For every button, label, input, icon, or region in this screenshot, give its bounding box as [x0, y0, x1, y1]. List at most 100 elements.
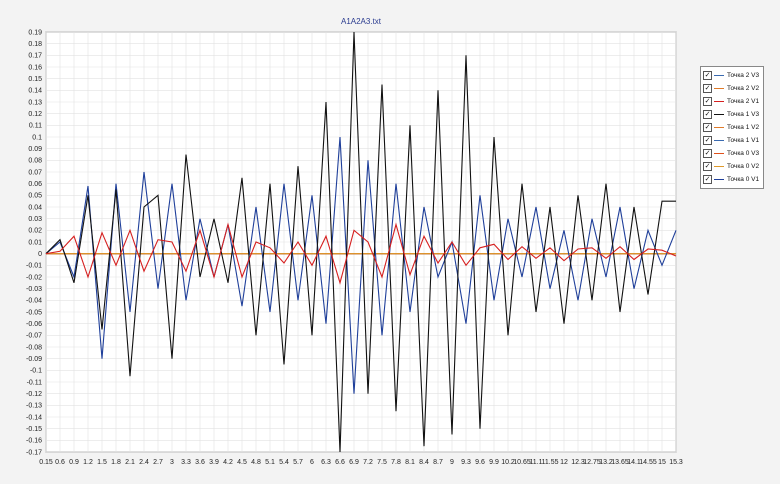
x-tick-label: 10.65 — [513, 459, 531, 466]
legend-swatch — [714, 166, 724, 167]
legend-label: Точка 2 V3 — [727, 72, 760, 79]
y-tick-label: 0.14 — [28, 88, 42, 95]
grid — [45, 31, 677, 453]
legend-item[interactable]: ✓ Точка 2 V2 — [703, 82, 761, 95]
legend-swatch — [714, 127, 724, 128]
legend-label: Точка 1 V3 — [727, 111, 760, 118]
legend-swatch — [714, 179, 724, 180]
legend-item[interactable]: ✓ Точка 0 V3 — [703, 147, 761, 160]
legend-label: Точка 1 V1 — [727, 137, 760, 144]
y-tick-label: -0.02 — [26, 274, 42, 281]
legend-item[interactable]: ✓ Точка 0 V1 — [703, 173, 761, 186]
x-tick-label: 13.2 — [599, 459, 613, 466]
legend-swatch — [714, 114, 724, 115]
x-tick-label: 6.9 — [349, 459, 359, 466]
y-tick-label: -0.05 — [26, 309, 42, 316]
legend-label: Точка 0 V1 — [727, 176, 760, 183]
legend-checkbox[interactable]: ✓ — [703, 136, 712, 145]
legend-checkbox[interactable]: ✓ — [703, 71, 712, 80]
legend-item[interactable]: ✓ Точка 1 V2 — [703, 121, 761, 134]
legend-checkbox[interactable]: ✓ — [703, 110, 712, 119]
legend-checkbox[interactable]: ✓ — [703, 175, 712, 184]
y-tick-label: 0.1 — [32, 134, 42, 141]
legend-swatch — [714, 153, 724, 154]
x-tick-label: 2.1 — [125, 459, 135, 466]
legend-label: Точка 1 V2 — [727, 124, 760, 131]
y-tick-label: -0.07 — [26, 333, 42, 340]
legend-swatch — [714, 75, 724, 76]
legend-swatch — [714, 140, 724, 141]
x-tick-label: 8.1 — [405, 459, 415, 466]
x-tick-label: 3.6 — [195, 459, 205, 466]
x-tick-label: 8.7 — [433, 459, 443, 466]
x-tick-label: 5.4 — [279, 459, 289, 466]
x-tick-label: 3.9 — [209, 459, 219, 466]
legend-item[interactable]: ✓ Точка 2 V1 — [703, 95, 761, 108]
y-tick-label: -0.09 — [26, 356, 42, 363]
x-tick-label: 1.5 — [97, 459, 107, 466]
series-line-8 — [45, 136, 677, 394]
y-tick-label: 0.09 — [28, 146, 42, 153]
x-tick-label: 9.6 — [475, 459, 485, 466]
x-tick-label: 2.4 — [139, 459, 149, 466]
legend-item[interactable]: ✓ Точка 1 V1 — [703, 134, 761, 147]
legend-label: Точка 0 V2 — [727, 163, 760, 170]
y-tick-label: -0.13 — [26, 403, 42, 410]
y-tick-label: -0.1 — [30, 368, 42, 375]
legend-checkbox[interactable]: ✓ — [703, 123, 712, 132]
x-tick-label: 6.6 — [335, 459, 345, 466]
y-tick-label: -0.14 — [26, 414, 42, 421]
x-tick-label: 15.3 — [669, 459, 683, 466]
x-tick-label: 12.3 — [571, 459, 585, 466]
x-tick-label: 8.4 — [419, 459, 429, 466]
x-axis: 0.15 0.6 0.9 1.2 1.5 1.8 2.1 2.4 2.7 3 3.3 3.6 3.9 4.… — [39, 459, 683, 466]
y-tick-label: 0 — [38, 251, 42, 258]
x-tick-label: 13.65 — [611, 459, 629, 466]
x-tick-label: 10.2 — [501, 459, 515, 466]
x-tick-label: 5.7 — [293, 459, 303, 466]
y-tick-label: 0.07 — [28, 169, 42, 176]
y-tick-label: -0.03 — [26, 286, 42, 293]
y-tick-label: 0.06 — [28, 181, 42, 188]
x-tick-label: 3 — [170, 459, 174, 466]
x-tick-label: 14.55 — [639, 459, 657, 466]
x-tick-label: 9.3 — [461, 459, 471, 466]
legend-item[interactable]: ✓ Точка 0 V2 — [703, 160, 761, 173]
y-axis: 0.19 0.18 0.17 0.16 0.15 0.14 0.13 0.12 0.11 0.1 0… — [26, 29, 42, 456]
y-tick-label: 0.04 — [28, 204, 42, 211]
chart-title: A1A2A3.txt — [341, 17, 382, 26]
series-line-2 — [45, 222, 677, 285]
y-tick-label: -0.15 — [26, 426, 42, 433]
x-tick-label: 12.75 — [583, 459, 601, 466]
legend-checkbox[interactable]: ✓ — [703, 162, 712, 171]
y-tick-label: 0.05 — [28, 193, 42, 200]
legend-label: Точка 2 V1 — [727, 98, 760, 105]
x-tick-label: 4.8 — [251, 459, 261, 466]
y-tick-label: 0.18 — [28, 41, 42, 48]
legend-checkbox[interactable]: ✓ — [703, 97, 712, 106]
y-tick-label: 0.01 — [28, 239, 42, 246]
legend-checkbox[interactable]: ✓ — [703, 149, 712, 158]
x-tick-label: 0.9 — [69, 459, 79, 466]
series-line-3 — [45, 31, 676, 453]
y-tick-label: -0.17 — [26, 449, 42, 456]
x-tick-label: 4.5 — [237, 459, 247, 466]
y-tick-label: 0.11 — [29, 123, 42, 130]
y-tick-label: 0.12 — [28, 111, 42, 118]
x-tick-label: 1.8 — [111, 459, 121, 466]
legend-item[interactable]: ✓ Точка 2 V3 — [703, 69, 761, 82]
x-tick-label: 0.15 — [39, 459, 53, 466]
series-group — [45, 31, 677, 453]
x-tick-label: 3.3 — [181, 459, 191, 466]
x-tick-label: 5.1 — [265, 459, 275, 466]
legend-label: Точка 2 V2 — [727, 85, 760, 92]
legend-checkbox[interactable]: ✓ — [703, 84, 712, 93]
x-tick-label: 7.5 — [377, 459, 387, 466]
y-tick-label: -0.04 — [26, 298, 42, 305]
legend: ✓ Точка 2 V3 ✓ Точка 2 V2 ✓ Точка 2 V1 ✓ Точка … — [700, 66, 764, 189]
x-tick-label: 6 — [310, 459, 314, 466]
x-tick-label: 7.2 — [363, 459, 373, 466]
legend-item[interactable]: ✓ Точка 1 V3 — [703, 108, 761, 121]
